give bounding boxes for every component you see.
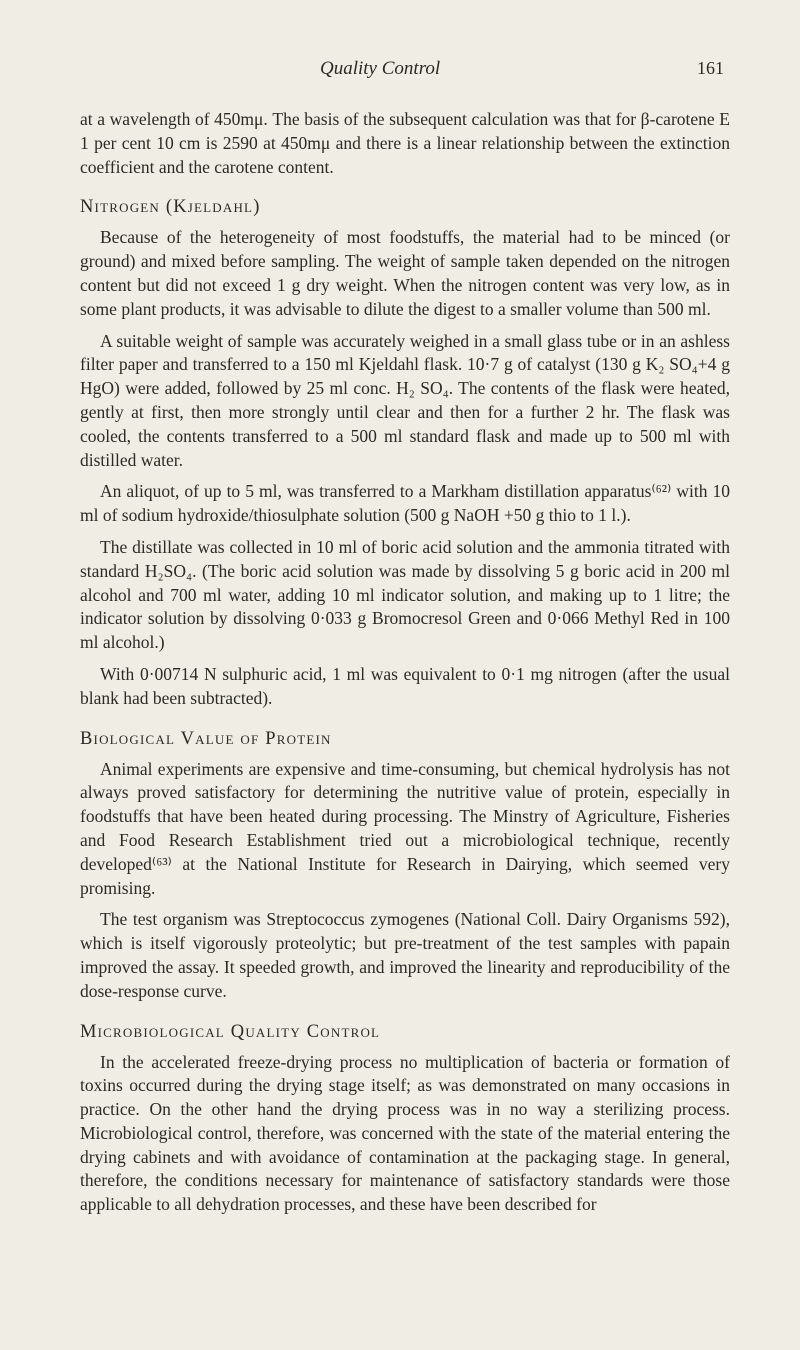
body-paragraph: The distillate was collected in 10 ml of…: [80, 536, 730, 655]
running-title: Quality Control: [320, 58, 440, 80]
body-paragraph: Animal experiments are expensive and tim…: [80, 758, 730, 901]
body-paragraph: The test organism was Streptococcus zymo…: [80, 908, 730, 1003]
body-paragraph: A suitable weight of sample was accurate…: [80, 330, 730, 473]
section-heading-microbiological: Microbiological Quality Control: [80, 1022, 730, 1043]
page-container: Quality Control 161 at a wavelength of 4…: [0, 0, 800, 1350]
page-number: 161: [697, 58, 724, 79]
page-header: Quality Control 161: [80, 58, 730, 80]
body-paragraph: Because of the heterogeneity of most foo…: [80, 226, 730, 321]
section-heading-nitrogen: Nitrogen (Kjeldahl): [80, 197, 730, 218]
body-paragraph: An aliquot, of up to 5 ml, was transferr…: [80, 480, 730, 528]
opening-paragraph: at a wavelength of 450mμ. The basis of t…: [80, 108, 730, 179]
section-heading-biological: Biological Value of Protein: [80, 729, 730, 750]
body-paragraph: With 0·00714 N sulphuric acid, 1 ml was …: [80, 663, 730, 711]
body-paragraph: In the accelerated freeze-drying process…: [80, 1051, 730, 1218]
